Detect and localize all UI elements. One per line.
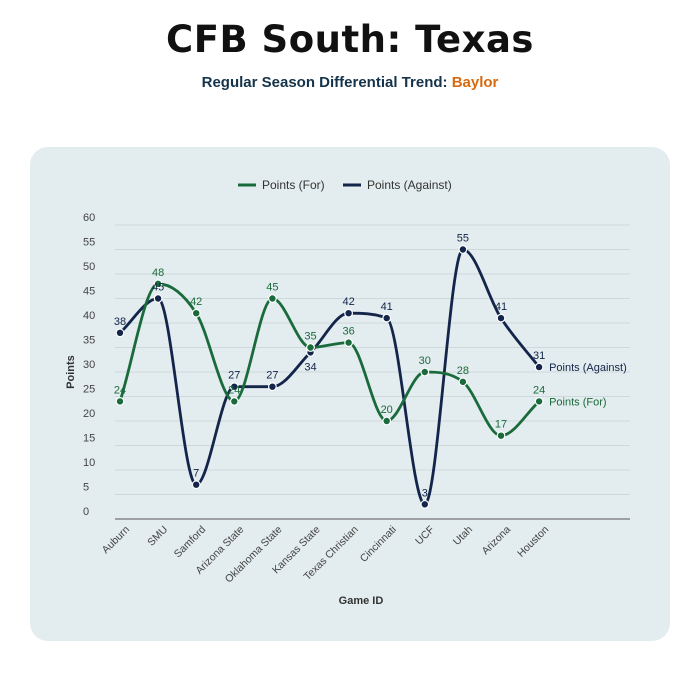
data-label: 45 bbox=[266, 282, 278, 294]
x-tick-label: Houston bbox=[515, 524, 551, 560]
y-tick-25: 25 bbox=[83, 384, 95, 396]
x-tick-label: UCF bbox=[413, 524, 437, 548]
data-point bbox=[191, 480, 201, 490]
data-point bbox=[344, 338, 354, 348]
page-subtitle: Regular Season Differential Trend: Baylo… bbox=[0, 74, 700, 91]
data-point bbox=[191, 308, 201, 318]
subtitle-prefix: Regular Season Differential Trend: bbox=[201, 74, 452, 91]
data-point bbox=[153, 294, 163, 303]
data-label: 31 bbox=[533, 350, 545, 362]
data-label: 27 bbox=[266, 370, 278, 382]
data-point bbox=[382, 416, 392, 426]
data-point bbox=[496, 431, 506, 441]
data-point bbox=[115, 397, 125, 406]
data-label: 55 bbox=[457, 233, 469, 245]
x-tick-label: Auburn bbox=[100, 524, 133, 557]
data-label: 24 bbox=[533, 384, 545, 396]
data-point bbox=[306, 343, 315, 352]
data-label: 45 bbox=[152, 282, 164, 294]
chart-card bbox=[30, 147, 670, 641]
data-point bbox=[420, 367, 430, 377]
y-tick-40: 40 bbox=[83, 310, 95, 322]
data-point bbox=[115, 328, 125, 338]
subtitle-team: Baylor bbox=[451, 74, 499, 91]
end-label-against: Points (Against) bbox=[549, 362, 627, 374]
y-tick-labels: 0 5 10 15 20 25 30 35 40 45 50 55 60 bbox=[83, 212, 95, 518]
series-line-against bbox=[119, 248, 541, 506]
data-point bbox=[496, 313, 506, 323]
data-point bbox=[344, 308, 354, 318]
data-label: 24 bbox=[114, 384, 126, 396]
data-label: 42 bbox=[190, 296, 202, 308]
legend-label: Points (For) bbox=[262, 178, 325, 192]
y-tick-15: 15 bbox=[83, 433, 95, 445]
page-title: CFB South: Texas bbox=[166, 18, 534, 61]
data-label: 36 bbox=[342, 326, 354, 338]
data-point bbox=[382, 313, 392, 323]
y-tick-30: 30 bbox=[83, 359, 95, 371]
x-axis-label: Game ID bbox=[339, 595, 384, 607]
data-label: 41 bbox=[381, 301, 393, 313]
data-point bbox=[458, 377, 468, 387]
legend: Points (For) Points (Against) bbox=[238, 178, 452, 192]
y-tick-35: 35 bbox=[83, 335, 95, 347]
data-label: 3 bbox=[422, 487, 428, 499]
data-label: 35 bbox=[304, 331, 316, 343]
data-point bbox=[534, 362, 544, 372]
x-tick-label: Samford bbox=[172, 524, 209, 561]
x-tick-label: Utah bbox=[451, 524, 475, 548]
data-point bbox=[229, 382, 239, 392]
data-point bbox=[153, 279, 163, 289]
data-label: 20 bbox=[381, 404, 393, 416]
data-labels: 38 45 7 27 27 34 42 41 3 55 41 31 Points (Against) 24… bbox=[114, 233, 627, 500]
data-label: 30 bbox=[419, 355, 431, 367]
y-tick-55: 55 bbox=[83, 237, 95, 249]
series-line-for bbox=[118, 282, 541, 438]
data-point bbox=[229, 397, 239, 406]
data-label: 17 bbox=[495, 419, 507, 431]
y-tick-45: 45 bbox=[83, 286, 95, 298]
data-point bbox=[420, 499, 430, 509]
data-label: 27 bbox=[228, 370, 240, 382]
data-label: 24 bbox=[228, 384, 240, 396]
y-axis-label: Points bbox=[65, 355, 77, 389]
series-group bbox=[115, 245, 544, 509]
x-tick-label: Arizona bbox=[479, 524, 513, 558]
data-label: 42 bbox=[342, 296, 354, 308]
data-label: 34 bbox=[304, 361, 316, 373]
x-tick-label: SMU bbox=[145, 524, 170, 549]
y-tick-50: 50 bbox=[83, 261, 95, 273]
data-label: 28 bbox=[457, 365, 469, 377]
y-tick-5: 5 bbox=[83, 482, 89, 494]
data-point bbox=[268, 382, 277, 392]
legend-label: Points (Against) bbox=[367, 178, 452, 192]
y-tick-20: 20 bbox=[83, 408, 95, 420]
data-label: 38 bbox=[114, 316, 126, 328]
y-tick-60: 60 bbox=[83, 212, 95, 224]
data-label: 48 bbox=[152, 267, 164, 279]
data-point bbox=[534, 397, 544, 406]
y-tick-10: 10 bbox=[83, 457, 95, 469]
data-point bbox=[458, 245, 468, 254]
data-label: 41 bbox=[495, 301, 507, 313]
data-label: 7 bbox=[193, 468, 199, 480]
grid-lines bbox=[115, 224, 630, 495]
data-point bbox=[268, 294, 277, 303]
y-tick-0: 0 bbox=[83, 506, 89, 518]
end-label-for: Points (For) bbox=[549, 396, 606, 408]
x-tick-label: Cincinnati bbox=[358, 524, 399, 565]
